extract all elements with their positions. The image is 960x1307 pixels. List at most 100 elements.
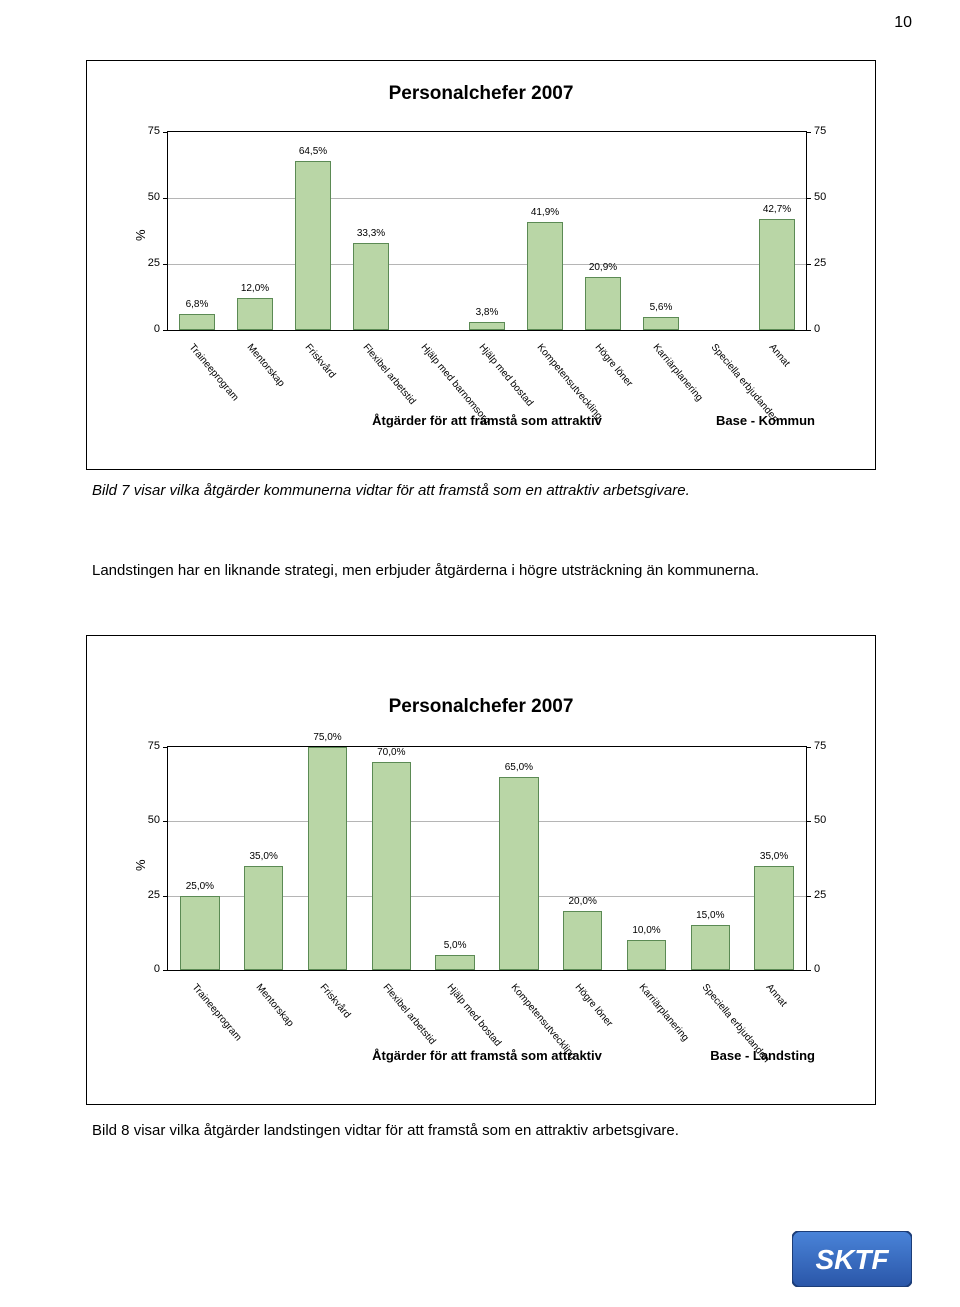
bar-value-label: 75,0% — [303, 732, 353, 743]
bar-value-label: 6,8% — [172, 299, 222, 310]
y-tick — [806, 132, 811, 133]
chart2-x-axis-title: Åtgärder för att framstå som attraktiv — [337, 1048, 637, 1063]
x-category-label: Traineeprogram — [187, 342, 241, 403]
chart2-title: Personalchefer 2007 — [87, 636, 875, 718]
y-tick — [806, 970, 811, 971]
x-category-label: Hjälp med bostad — [445, 982, 503, 1049]
y-label-right: 50 — [814, 191, 844, 203]
chart1-title: Personalchefer 2007 — [87, 61, 875, 105]
bar-value-label: 35,0% — [749, 851, 799, 862]
x-category-label: Mentorskap — [253, 982, 295, 1029]
bar-value-label: 33,3% — [346, 228, 396, 239]
bar — [295, 161, 331, 330]
y-tick — [806, 747, 811, 748]
y-tick — [163, 132, 168, 133]
gridline — [168, 264, 806, 265]
y-tick — [806, 264, 811, 265]
bar — [435, 955, 475, 970]
y-label-left: 50 — [130, 191, 160, 203]
bar — [759, 219, 795, 330]
y-label-right: 50 — [814, 814, 844, 826]
chart2-base-label: Base - Landsting — [710, 1048, 815, 1063]
caption2: Bild 8 visar vilka åtgärder landstingen … — [92, 1120, 872, 1141]
sktf-logo: SKTF — [792, 1231, 912, 1287]
y-label-right: 75 — [814, 740, 844, 752]
x-category-label: Friskvård — [317, 982, 352, 1021]
y-label-right: 0 — [814, 963, 844, 975]
y-label-right: 25 — [814, 889, 844, 901]
y-tick — [163, 821, 168, 822]
bar — [179, 314, 215, 330]
bar-value-label: 12,0% — [230, 283, 280, 294]
y-tick — [163, 896, 168, 897]
bar — [237, 298, 273, 330]
bar — [372, 762, 412, 970]
y-label-left: 75 — [130, 740, 160, 752]
y-tick — [163, 330, 168, 331]
caption1: Bild 7 visar vilka åtgärder kommunerna v… — [92, 480, 872, 501]
y-tick — [163, 970, 168, 971]
bar-value-label: 5,6% — [636, 302, 686, 313]
x-category-label: Traineeprogram — [189, 982, 243, 1043]
x-category-label: Högre löner — [593, 342, 635, 389]
y-tick — [806, 330, 811, 331]
x-category-label: Annat — [764, 982, 789, 1009]
y-tick — [163, 198, 168, 199]
bar — [691, 925, 731, 970]
bar — [563, 911, 603, 970]
y-tick — [806, 821, 811, 822]
y-label-left: 0 — [130, 963, 160, 975]
bar — [353, 243, 389, 330]
gridline — [168, 198, 806, 199]
y-label-right: 0 — [814, 323, 844, 335]
chart1-plot: 00252550507575Traineeprogram6,8%Mentorsk… — [167, 131, 807, 331]
y-label-left: 50 — [130, 814, 160, 826]
x-category-label: Annat — [767, 342, 792, 369]
x-category-label: Kompetensutveckling — [535, 342, 605, 422]
bar — [627, 940, 667, 970]
bar — [499, 777, 539, 970]
x-category-label: Flexibel arbetstid — [361, 342, 418, 407]
bar-value-label: 64,5% — [288, 146, 338, 157]
chart1-y-unit: % — [133, 229, 148, 241]
chart2-frame: Personalchefer 2007 00252550507575Traine… — [86, 635, 876, 1105]
y-tick — [163, 747, 168, 748]
chart1-x-axis-title: Åtgärder för att framstå som attraktiv — [337, 413, 637, 428]
bar-value-label: 65,0% — [494, 762, 544, 773]
chart1-frame: Personalchefer 2007 00252550507575Traine… — [86, 60, 876, 470]
y-label-left: 75 — [130, 125, 160, 137]
bar — [754, 866, 794, 970]
gridline — [168, 821, 806, 822]
bar-value-label: 25,0% — [175, 881, 225, 892]
x-category-label: Karriärplanering — [636, 982, 690, 1044]
bar — [180, 896, 220, 970]
x-category-label: Karriärplanering — [651, 342, 705, 404]
bar — [244, 866, 284, 970]
x-category-label: Mentorskap — [245, 342, 287, 389]
y-tick — [806, 198, 811, 199]
svg-text:SKTF: SKTF — [815, 1244, 889, 1275]
y-label-right: 75 — [814, 125, 844, 137]
chart2-y-unit: % — [133, 859, 148, 871]
bar-value-label: 35,0% — [239, 851, 289, 862]
x-category-label: Hjälp med bostad — [477, 342, 535, 409]
x-category-label: Friskvård — [303, 342, 338, 381]
y-label-left: 25 — [130, 257, 160, 269]
y-label-left: 25 — [130, 889, 160, 901]
bar-value-label: 70,0% — [366, 747, 416, 758]
bar — [469, 322, 505, 330]
y-tick — [163, 264, 168, 265]
chart1-base-label: Base - Kommun — [716, 413, 815, 428]
bar-value-label: 10,0% — [622, 925, 672, 936]
y-tick — [806, 896, 811, 897]
page-number: 10 — [894, 14, 912, 32]
bar — [643, 317, 679, 330]
x-category-label: Flexibel arbetstid — [381, 982, 438, 1047]
bar — [308, 747, 348, 970]
bar-value-label: 41,9% — [520, 207, 570, 218]
chart2-plot: 00252550507575Traineeprogram25,0%Mentors… — [167, 746, 807, 971]
bar-value-label: 20,9% — [578, 262, 628, 273]
y-label-left: 0 — [130, 323, 160, 335]
bar — [585, 277, 621, 330]
y-label-right: 25 — [814, 257, 844, 269]
